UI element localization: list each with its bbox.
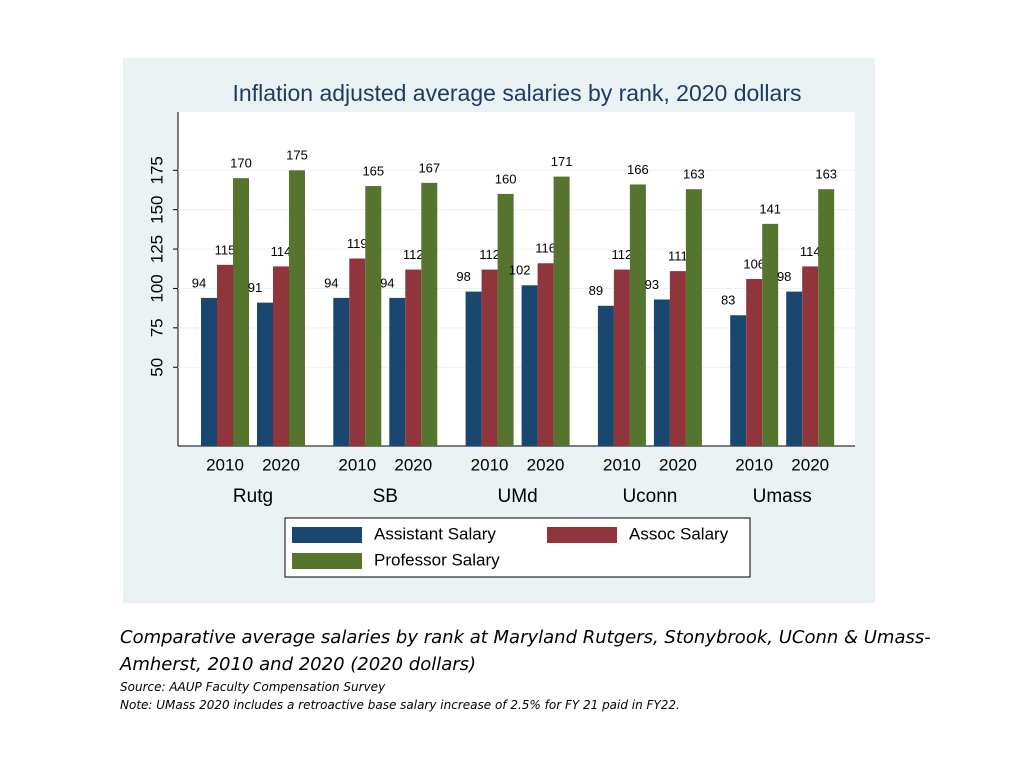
x-tick-label: 2010	[471, 455, 509, 474]
bar	[217, 264, 233, 446]
bar	[257, 302, 273, 446]
bar	[746, 279, 763, 446]
bar	[349, 258, 366, 446]
data-label: 175	[286, 148, 308, 163]
data-label: 163	[683, 167, 705, 182]
data-label: 163	[815, 167, 837, 182]
bar	[762, 223, 779, 446]
bar	[465, 291, 482, 446]
legend-swatch	[547, 527, 617, 543]
bar	[613, 269, 630, 446]
x-tick-label: 2020	[262, 455, 300, 474]
data-label: 114	[271, 244, 292, 259]
data-label: 98	[456, 269, 470, 284]
chart: Inflation adjusted average salaries by r…	[123, 58, 875, 603]
data-label: 106	[743, 256, 765, 271]
chart-title: Inflation adjusted average salaries by r…	[233, 80, 802, 106]
x-tick-label: 2020	[791, 455, 829, 474]
data-label: 166	[627, 162, 649, 177]
x-tick-label: 2010	[338, 455, 376, 474]
data-label: 111	[668, 249, 688, 264]
group-label: Uconn	[622, 486, 677, 507]
data-label: 167	[418, 160, 440, 175]
legend-swatch	[292, 527, 362, 543]
data-label: 91	[248, 280, 262, 295]
y-tick-label: 175	[147, 156, 166, 184]
bar	[389, 297, 406, 446]
bar	[405, 269, 422, 446]
bar	[685, 189, 702, 446]
data-label: 141	[759, 201, 781, 216]
bar	[201, 297, 217, 446]
group-label: Umass	[753, 486, 812, 507]
data-label: 115	[215, 242, 236, 257]
legend	[284, 517, 751, 578]
bar	[629, 184, 646, 447]
group-label: SB	[373, 486, 398, 507]
bar	[273, 266, 289, 446]
legend-label: Assoc Salary	[629, 524, 729, 543]
bar	[818, 189, 835, 446]
data-label: 94	[192, 275, 206, 290]
data-label: 83	[721, 293, 735, 308]
data-label: 170	[230, 156, 252, 171]
y-tick-label: 50	[147, 358, 166, 377]
legend-label: Assistant Salary	[374, 524, 496, 543]
x-tick-label: 2010	[735, 455, 773, 474]
data-label: 165	[362, 163, 384, 178]
caption-note: Note: UMass 2020 includes a retroactive …	[120, 698, 680, 712]
group-label: Rutg	[233, 486, 273, 507]
data-label: 116	[535, 241, 556, 256]
data-label: 114	[800, 244, 821, 259]
legend-label: Professor Salary	[374, 550, 500, 569]
bar	[289, 170, 305, 446]
x-tick-label: 2020	[394, 455, 432, 474]
data-label: 171	[551, 154, 573, 169]
bar	[421, 182, 438, 446]
x-tick-label: 2010	[206, 455, 244, 474]
bar	[669, 271, 686, 446]
data-label: 112	[612, 247, 633, 262]
x-tick-label: 2020	[527, 455, 565, 474]
caption-source: Source: AAUP Faculty Compensation Survey	[120, 680, 386, 694]
y-tick-label: 75	[147, 318, 166, 337]
caption-title: Comparative average salaries by rank at …	[120, 627, 931, 675]
data-label: 160	[495, 171, 517, 186]
data-label: 102	[509, 263, 531, 278]
data-label: 93	[645, 277, 659, 292]
data-label: 94	[324, 275, 338, 290]
bar	[481, 269, 498, 446]
bar	[653, 299, 670, 446]
group-label: UMd	[498, 486, 538, 507]
bar	[365, 186, 382, 446]
bar	[597, 305, 614, 446]
bar	[537, 263, 554, 446]
y-tick-label: 125	[147, 235, 166, 263]
bar	[786, 291, 803, 446]
x-tick-label: 2010	[603, 455, 641, 474]
bar	[802, 266, 819, 446]
data-label: 89	[589, 283, 603, 298]
bar	[730, 315, 747, 446]
bar	[553, 176, 570, 446]
bar	[333, 297, 350, 446]
data-label: 119	[347, 236, 368, 251]
bar	[497, 193, 514, 446]
y-tick-label: 150	[147, 195, 166, 223]
legend-swatch	[292, 553, 362, 569]
y-tick-label: 100	[147, 274, 166, 302]
data-label: 112	[479, 247, 500, 262]
x-tick-label: 2020	[659, 455, 697, 474]
data-label: 98	[777, 269, 791, 284]
data-label: 112	[403, 247, 424, 262]
bar	[521, 285, 538, 446]
data-label: 94	[380, 275, 394, 290]
bar	[233, 178, 249, 447]
